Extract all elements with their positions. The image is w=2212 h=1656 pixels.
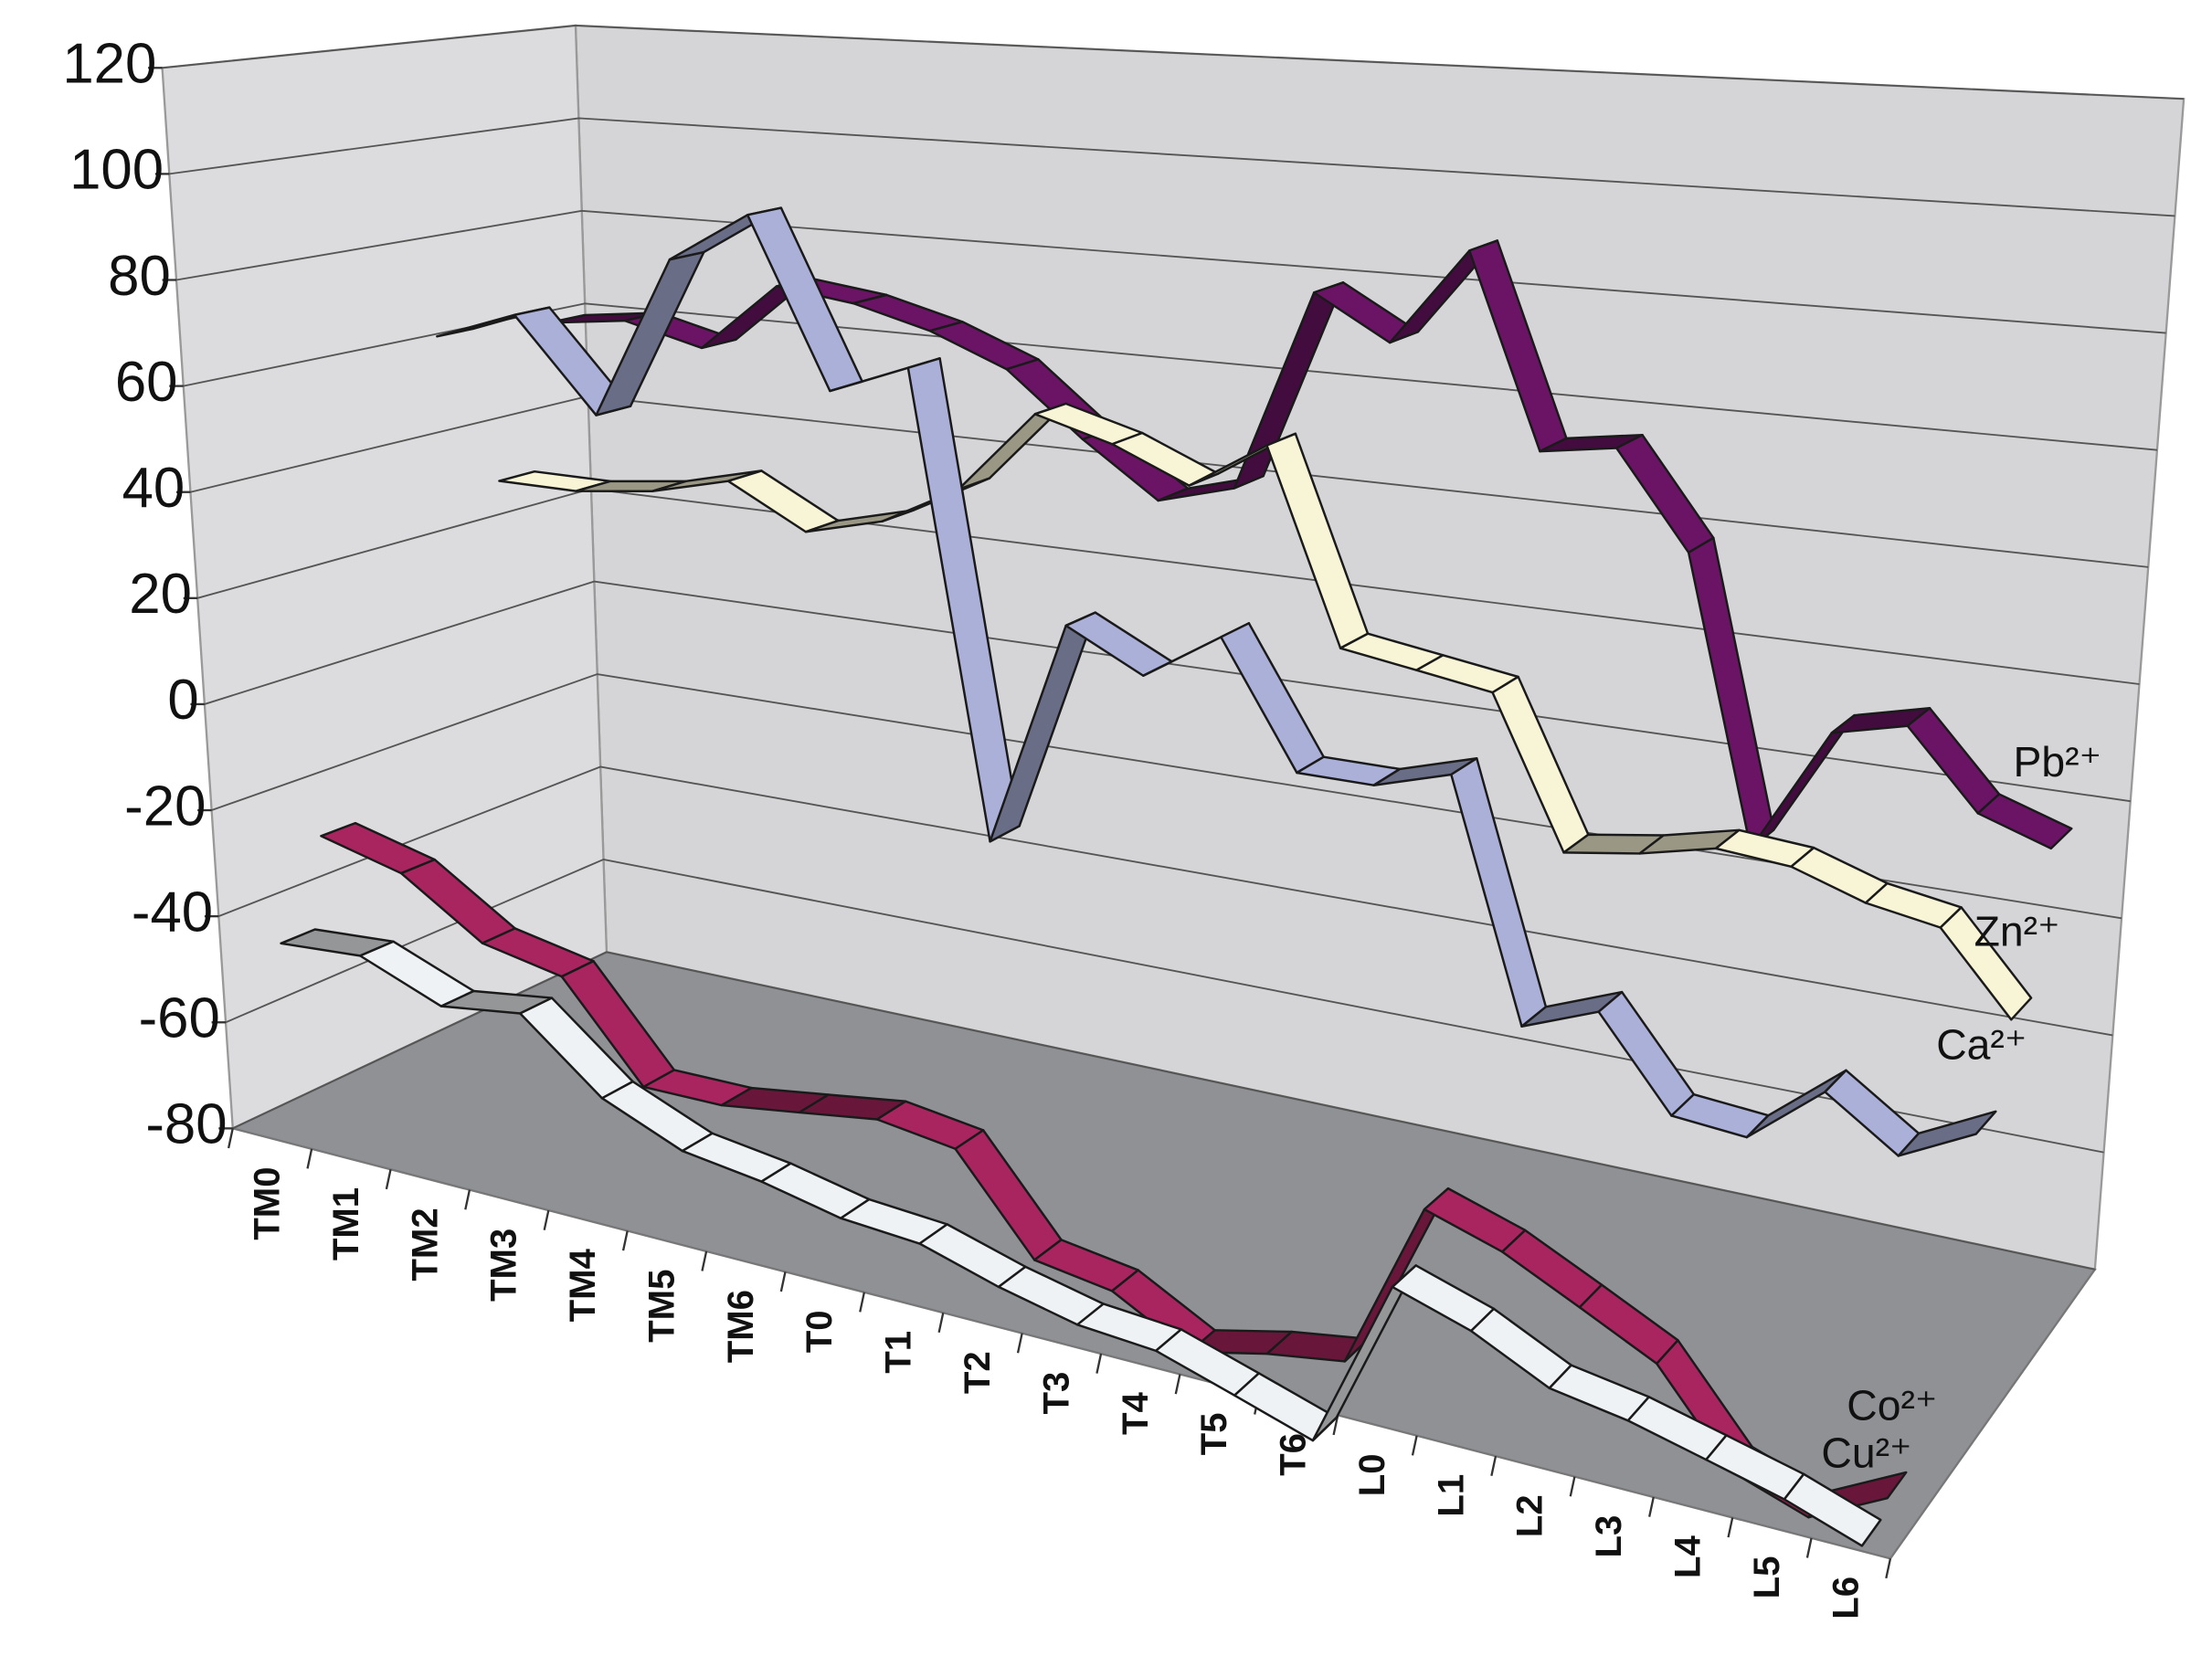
x-tick-label: L6 bbox=[1825, 1577, 1866, 1619]
x-tick bbox=[937, 1312, 945, 1334]
grid-line bbox=[175, 209, 2166, 334]
y-tick-label: -60 bbox=[139, 987, 220, 1050]
series-label: Cu²⁺ bbox=[1821, 1429, 1911, 1477]
x-tick bbox=[1648, 1496, 1655, 1517]
ribbon-segment bbox=[1939, 906, 2033, 1021]
x-tick-label: T3 bbox=[1035, 1372, 1076, 1415]
x-tick-label: TM3 bbox=[483, 1229, 524, 1302]
x-tick-label: L3 bbox=[1588, 1515, 1629, 1558]
grid-line bbox=[225, 858, 2104, 1154]
series-label: Co²⁺ bbox=[1847, 1382, 1937, 1429]
y-tick-label: 0 bbox=[167, 669, 198, 732]
x-tick bbox=[1805, 1537, 1813, 1558]
x-tick-label: T0 bbox=[799, 1310, 840, 1353]
grid-line bbox=[217, 765, 2113, 1037]
grid-line bbox=[204, 580, 2131, 803]
x-tick bbox=[1174, 1374, 1181, 1395]
x-tick-label: T2 bbox=[957, 1351, 998, 1394]
x-tick bbox=[1095, 1353, 1103, 1374]
x-tick-label: TM4 bbox=[562, 1248, 603, 1322]
x-tick bbox=[779, 1271, 787, 1292]
y-tick-label: 20 bbox=[129, 563, 192, 626]
y-tick-label: 100 bbox=[69, 139, 164, 202]
y-tick-label: -20 bbox=[124, 775, 206, 838]
y-tick-label: 80 bbox=[108, 245, 171, 308]
series-label: Zn²⁺ bbox=[1974, 907, 2060, 955]
x-tick bbox=[1569, 1476, 1576, 1497]
x-tick-label: T1 bbox=[878, 1331, 919, 1374]
grid-line bbox=[232, 951, 2096, 1271]
x-tick bbox=[859, 1292, 866, 1313]
x-tick-label: L1 bbox=[1430, 1474, 1471, 1517]
x-tick bbox=[621, 1230, 629, 1251]
y-tick-label: -40 bbox=[132, 881, 213, 944]
x-tick bbox=[306, 1148, 313, 1169]
ribbon-segment bbox=[1783, 1472, 1882, 1547]
series-label: Pb²⁺ bbox=[2014, 738, 2102, 786]
x-tick-label: TM5 bbox=[640, 1270, 682, 1343]
x-tick bbox=[1016, 1333, 1023, 1354]
ribbon-segment bbox=[1976, 793, 2073, 850]
x-tick-label: T6 bbox=[1273, 1433, 1314, 1476]
grid-line bbox=[183, 302, 2158, 451]
x-tick bbox=[385, 1168, 392, 1190]
x-tick bbox=[464, 1189, 471, 1210]
x-tick bbox=[1411, 1435, 1418, 1456]
x-tick-label: TM2 bbox=[404, 1208, 445, 1281]
x-tick-label: T4 bbox=[1115, 1391, 1156, 1435]
x-tick-label: L5 bbox=[1746, 1556, 1787, 1599]
x-tick-label: TM6 bbox=[720, 1290, 761, 1363]
ribbon-segment bbox=[1897, 1110, 1997, 1157]
x-tick bbox=[1727, 1517, 1734, 1538]
x-tick-label: TM0 bbox=[246, 1166, 287, 1239]
y-tick-label: 60 bbox=[115, 351, 178, 414]
y-tick-label: 120 bbox=[62, 33, 156, 96]
x-tick bbox=[227, 1128, 234, 1149]
x-tick bbox=[543, 1209, 550, 1230]
x-tick-label: L4 bbox=[1667, 1535, 1709, 1578]
x-tick-label: TM1 bbox=[325, 1187, 366, 1260]
x-tick bbox=[701, 1250, 708, 1271]
y-tick-label: 40 bbox=[122, 457, 185, 520]
x-tick-label: L2 bbox=[1509, 1494, 1551, 1537]
grid-line bbox=[162, 25, 2185, 100]
x-tick bbox=[1885, 1558, 1892, 1579]
x-tick-label: T5 bbox=[1193, 1413, 1234, 1456]
x-tick bbox=[1490, 1455, 1498, 1477]
x-tick-label: L0 bbox=[1351, 1453, 1392, 1496]
series-label: Ca²⁺ bbox=[1936, 1021, 2027, 1069]
grid-line bbox=[169, 117, 2175, 217]
y-tick-label: -80 bbox=[145, 1093, 227, 1156]
